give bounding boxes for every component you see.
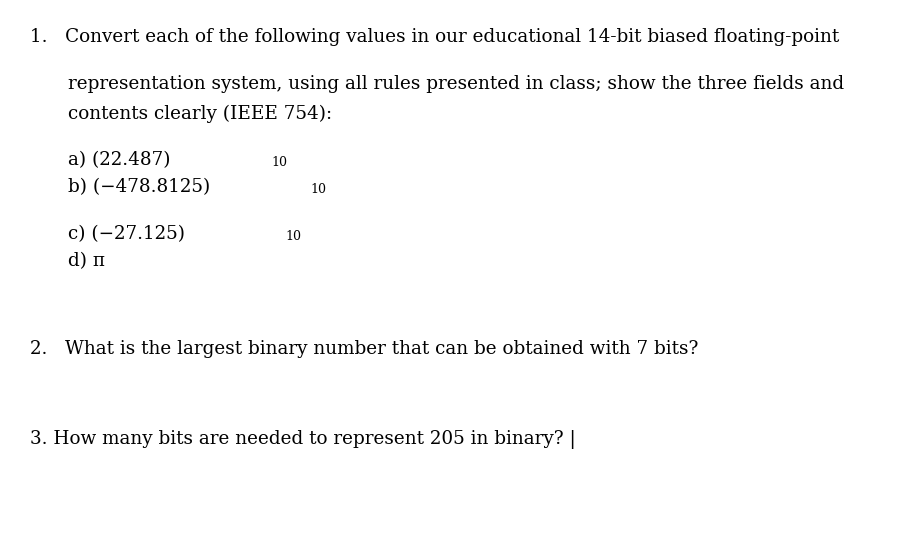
Text: 10: 10 xyxy=(271,155,287,169)
Text: 10: 10 xyxy=(311,183,327,195)
Text: d) π: d) π xyxy=(68,252,105,270)
Text: contents clearly (IEEE 754):: contents clearly (IEEE 754): xyxy=(68,105,332,123)
Text: 1.   Convert each of the following values in our educational 14-bit biased float: 1. Convert each of the following values … xyxy=(30,28,839,46)
Text: a) (22.487): a) (22.487) xyxy=(68,151,171,169)
Text: 2.   What is the largest binary number that can be obtained with 7 bits?: 2. What is the largest binary number tha… xyxy=(30,340,698,358)
Text: representation system, using all rules presented in class; show the three fields: representation system, using all rules p… xyxy=(68,75,845,93)
Text: c) (−27.125): c) (−27.125) xyxy=(68,225,185,243)
Text: b) (−478.8125): b) (−478.8125) xyxy=(68,178,210,196)
Text: 3. How many bits are needed to represent 205 in binary? |: 3. How many bits are needed to represent… xyxy=(30,430,575,449)
Text: 10: 10 xyxy=(286,230,301,243)
